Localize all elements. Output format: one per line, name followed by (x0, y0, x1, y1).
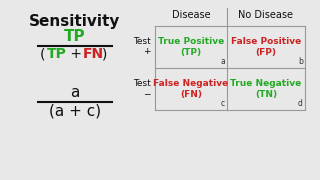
Text: ): ) (102, 47, 108, 61)
Text: Disease: Disease (172, 10, 210, 20)
Text: TP: TP (64, 29, 86, 44)
Text: (FP): (FP) (255, 48, 276, 57)
Text: TP: TP (47, 47, 67, 61)
Text: d: d (298, 99, 303, 108)
Text: (: ( (40, 47, 45, 61)
Text: True Positive: True Positive (158, 37, 224, 46)
Text: b: b (298, 57, 303, 66)
Text: +: + (143, 48, 151, 57)
Text: FN: FN (83, 47, 104, 61)
Text: a: a (70, 85, 80, 100)
Text: True Negative: True Negative (230, 80, 302, 89)
Text: (a + c): (a + c) (49, 103, 101, 118)
Text: Test: Test (133, 80, 151, 89)
Text: (TN): (TN) (255, 91, 277, 100)
Text: False Negative: False Negative (153, 80, 228, 89)
Text: (FN): (FN) (180, 91, 202, 100)
Text: −: − (143, 89, 151, 98)
Text: No Disease: No Disease (238, 10, 293, 20)
Text: a: a (220, 57, 225, 66)
Text: False Positive: False Positive (231, 37, 301, 46)
Text: Test: Test (133, 37, 151, 46)
Text: Sensitivity: Sensitivity (29, 14, 121, 29)
Text: (TP): (TP) (180, 48, 202, 57)
Text: c: c (221, 99, 225, 108)
Text: +: + (66, 47, 86, 61)
